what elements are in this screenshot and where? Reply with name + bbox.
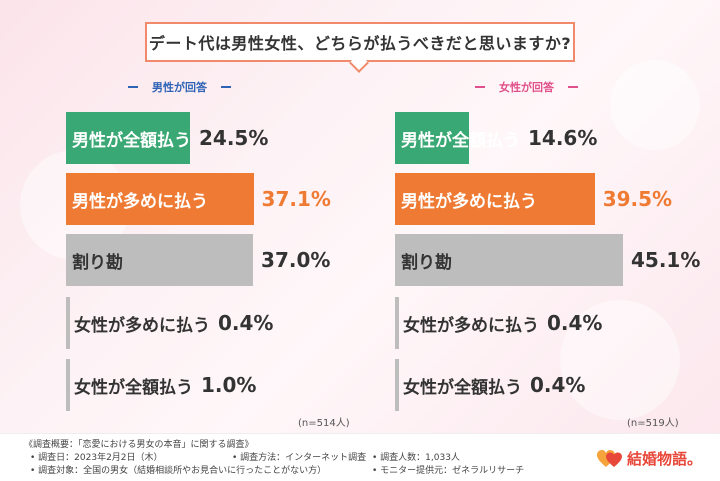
bar-value-label: 0.4% [546, 311, 603, 335]
bar [395, 173, 595, 225]
bar [66, 234, 254, 286]
header-dash [475, 86, 485, 88]
survey-count: • 調査人数：1,033人 [372, 453, 460, 463]
bar [66, 359, 70, 411]
bar-value-label: 45.1% [631, 248, 701, 272]
male-bar-chart: 男性が全額払う 24.5% 男性が多めに払う 37.1% 割り勘 37.0% 女性が多めに払… [66, 112, 396, 412]
female-sample-size: (n=519人) [627, 418, 679, 429]
female-panel-header: 女性が回答 [475, 79, 578, 95]
bar-category-label: 割り勘 [72, 252, 123, 273]
bar-category-label: 男性が多めに払う [72, 191, 208, 212]
survey-method: • 調査方法：インターネット調査 [232, 453, 367, 463]
bar-row: 割り勘 37.0% [66, 234, 396, 286]
brand-logo-text: 結婚物語。 [626, 450, 702, 468]
bar-row: 女性が多めに払う 0.4% [395, 297, 720, 349]
bar-row: 女性が多めに払う 0.4% [66, 297, 396, 349]
bar [66, 173, 254, 225]
hearts-icon [596, 449, 622, 467]
bar-category-label: 男性が多めに払う [401, 191, 537, 212]
bar-category-label: 男性が全額払う [401, 130, 520, 151]
survey-footer: 《調査概要：「恋愛における男女の本音」に関する調査》 • 調査日：2023年2月… [0, 433, 720, 481]
bar-row: 男性が多めに払う 37.1% [66, 173, 396, 225]
bar-row: 男性が全額払う 24.5% [66, 112, 396, 164]
survey-summary: 《調査概要：「恋愛における男女の本音」に関する調査》 [24, 440, 254, 450]
female-bar-chart: 男性が全額払う 14.6% 男性が多めに払う 39.5% 割り勘 45.1% 女性が多めに払… [395, 112, 720, 412]
header-dash [128, 86, 138, 88]
bar-row: 割り勘 45.1% [395, 234, 720, 286]
bar-category-label: 男性が全額払う [72, 130, 191, 151]
header-dash [568, 86, 578, 88]
male-sample-size: (n=514人) [298, 418, 350, 429]
bar-value-label: 24.5% [198, 126, 269, 150]
bar [395, 234, 623, 286]
female-panel-header-label: 女性が回答 [499, 81, 554, 94]
bokeh-decoration [610, 60, 700, 150]
male-panel-header: 男性が回答 [128, 79, 231, 95]
header-dash [221, 86, 231, 88]
bar-category-label: 女性が多めに払う [74, 315, 210, 336]
bar-value-label: 14.6% [527, 126, 598, 150]
bar [395, 112, 469, 164]
bar-category-label: 女性が全額払う [74, 377, 193, 398]
bar-row: 女性が全額払う 0.4% [395, 359, 720, 411]
bar [66, 112, 190, 164]
male-panel-header-label: 男性が回答 [152, 81, 207, 94]
survey-target: • 調査対象：全国の男女（結婚相談所やお見合いに行ったことがない方） [30, 466, 327, 476]
bar-value-label: 37.1% [261, 187, 331, 211]
bar-value-label: 1.0% [200, 373, 257, 397]
chart-title-text: デート代は男性女性、どちらが払うべきだと思いますか? [148, 34, 572, 53]
bar-value-label: 39.5% [602, 187, 673, 211]
bar-row: 男性が多めに払う 39.5% [395, 173, 720, 225]
bar-value-label: 0.4% [217, 311, 274, 335]
bokeh-decoration [560, 300, 680, 420]
brand-logo: 結婚物語。 [596, 448, 702, 469]
bar [66, 297, 70, 349]
bar-category-label: 割り勘 [401, 252, 452, 273]
bar-category-label: 女性が全額払う [403, 377, 522, 398]
bar-category-label: 女性が多めに払う [403, 315, 539, 336]
survey-provider: • モニター提供元：ゼネラルリサーチ [372, 466, 525, 476]
bar-row: 女性が全額払う 1.0% [66, 359, 396, 411]
bar [395, 359, 399, 411]
survey-date: • 調査日：2023年2月2日（木） [30, 453, 163, 463]
bar-value-label: 37.0% [261, 248, 331, 272]
bar [395, 297, 399, 349]
bar-row: 男性が全額払う 14.6% [395, 112, 720, 164]
bar-value-label: 0.4% [529, 373, 586, 397]
